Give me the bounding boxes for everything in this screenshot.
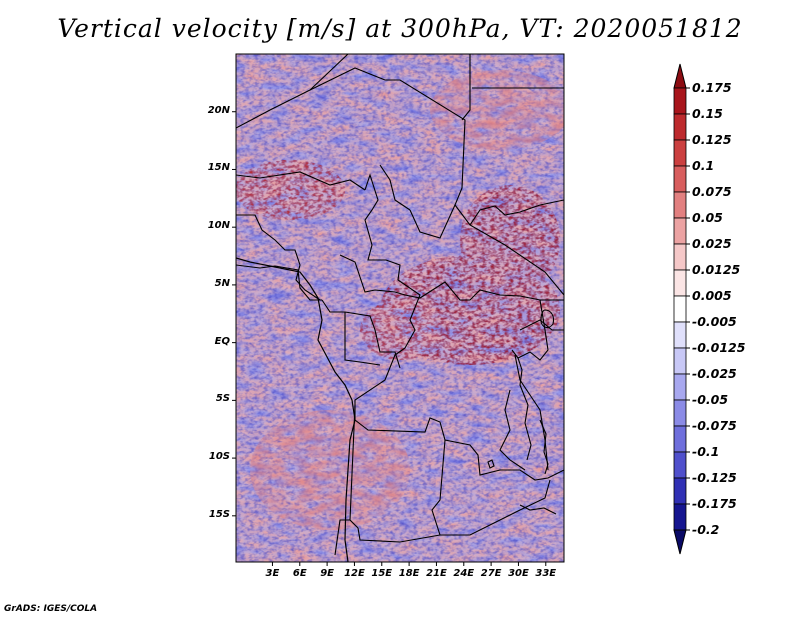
colorbar-swatch [673, 503, 687, 531]
colorbar-label: 0.1 [692, 158, 715, 173]
colorbar-swatch [673, 165, 687, 193]
colorbar-swatch [673, 425, 687, 453]
colorbar [673, 63, 690, 555]
lat-tick-label: 10S [208, 451, 230, 463]
colorbar-swatch [673, 477, 687, 505]
colorbar-label: 0.005 [692, 288, 732, 303]
coastline [236, 257, 356, 562]
colorbar-swatch [673, 295, 687, 323]
colorbar-swatch [673, 139, 687, 167]
colorbar-swatch [673, 191, 687, 219]
colorbar-label: -0.0125 [692, 340, 746, 355]
colorbar-label: 0.0125 [692, 262, 741, 277]
lat-tick-label: 20N [207, 104, 230, 116]
lat-tick-label: 5N [214, 277, 230, 289]
colorbar-label: -0.175 [692, 496, 737, 511]
lat-tick-label: 10N [207, 220, 230, 232]
colorbar-swatch [673, 373, 687, 401]
lon-tick-label: 3E [265, 568, 280, 579]
colorbar-swatch [673, 399, 687, 427]
colorbar-label: -0.005 [692, 314, 737, 329]
country-boundaries [236, 54, 564, 556]
colorbar-swatch [673, 321, 687, 349]
lon-tick-label: 15E [371, 568, 393, 579]
velocity-shading [236, 54, 564, 562]
colorbar-label: 0.125 [692, 132, 732, 147]
colorbar-label: 0.05 [692, 210, 723, 225]
lat-tick-label: 15S [208, 508, 230, 520]
lon-tick-label: 30E [508, 568, 529, 579]
colorbar-label: -0.025 [692, 366, 737, 381]
lon-tick-label: 24E [453, 568, 475, 579]
lon-tick-label: 18E [398, 568, 420, 579]
map-frame [235, 53, 565, 563]
colorbar-swatch [673, 113, 687, 141]
colorbar-label: 0.025 [692, 236, 732, 251]
colorbar-label: 0.175 [692, 80, 732, 95]
colorbar-label: -0.1 [692, 444, 720, 459]
lat-tick-label: EQ [214, 335, 230, 347]
colorbar-swatch [673, 451, 687, 479]
lon-tick-label: 12E [344, 568, 365, 579]
colorbar-label: -0.2 [692, 522, 720, 537]
colorbar-swatch [673, 347, 687, 375]
colorbar-swatch [673, 269, 687, 297]
lon-tick-label: 9E [320, 568, 334, 579]
colorbar-label: 0.075 [692, 184, 732, 199]
lat-tick-label: 15N [207, 162, 230, 174]
colorbar-label: -0.075 [692, 418, 737, 433]
lat-tick-label: 5S [215, 393, 230, 405]
plot-title: Vertical velocity [m/s] at 300hPa, VT: 2… [57, 14, 743, 43]
colorbar-label: -0.125 [692, 470, 737, 485]
lon-tick-label: 27E [480, 568, 502, 579]
colorbar-swatch [673, 87, 687, 115]
lon-tick-label: 21E [426, 568, 447, 579]
colorbar-label: -0.05 [692, 392, 729, 407]
colorbar-swatch [673, 217, 687, 245]
colorbar-swatch [673, 243, 687, 271]
lon-tick-label: 6E [292, 568, 307, 579]
axis-ticks [232, 111, 547, 566]
colorbar-max-arrow [673, 63, 687, 89]
grads-credit: GrADS: IGES/COLA [4, 604, 98, 614]
colorbar-label: 0.15 [692, 106, 723, 121]
colorbar-min-arrow [673, 529, 687, 555]
lon-tick-label: 33E [535, 568, 557, 579]
